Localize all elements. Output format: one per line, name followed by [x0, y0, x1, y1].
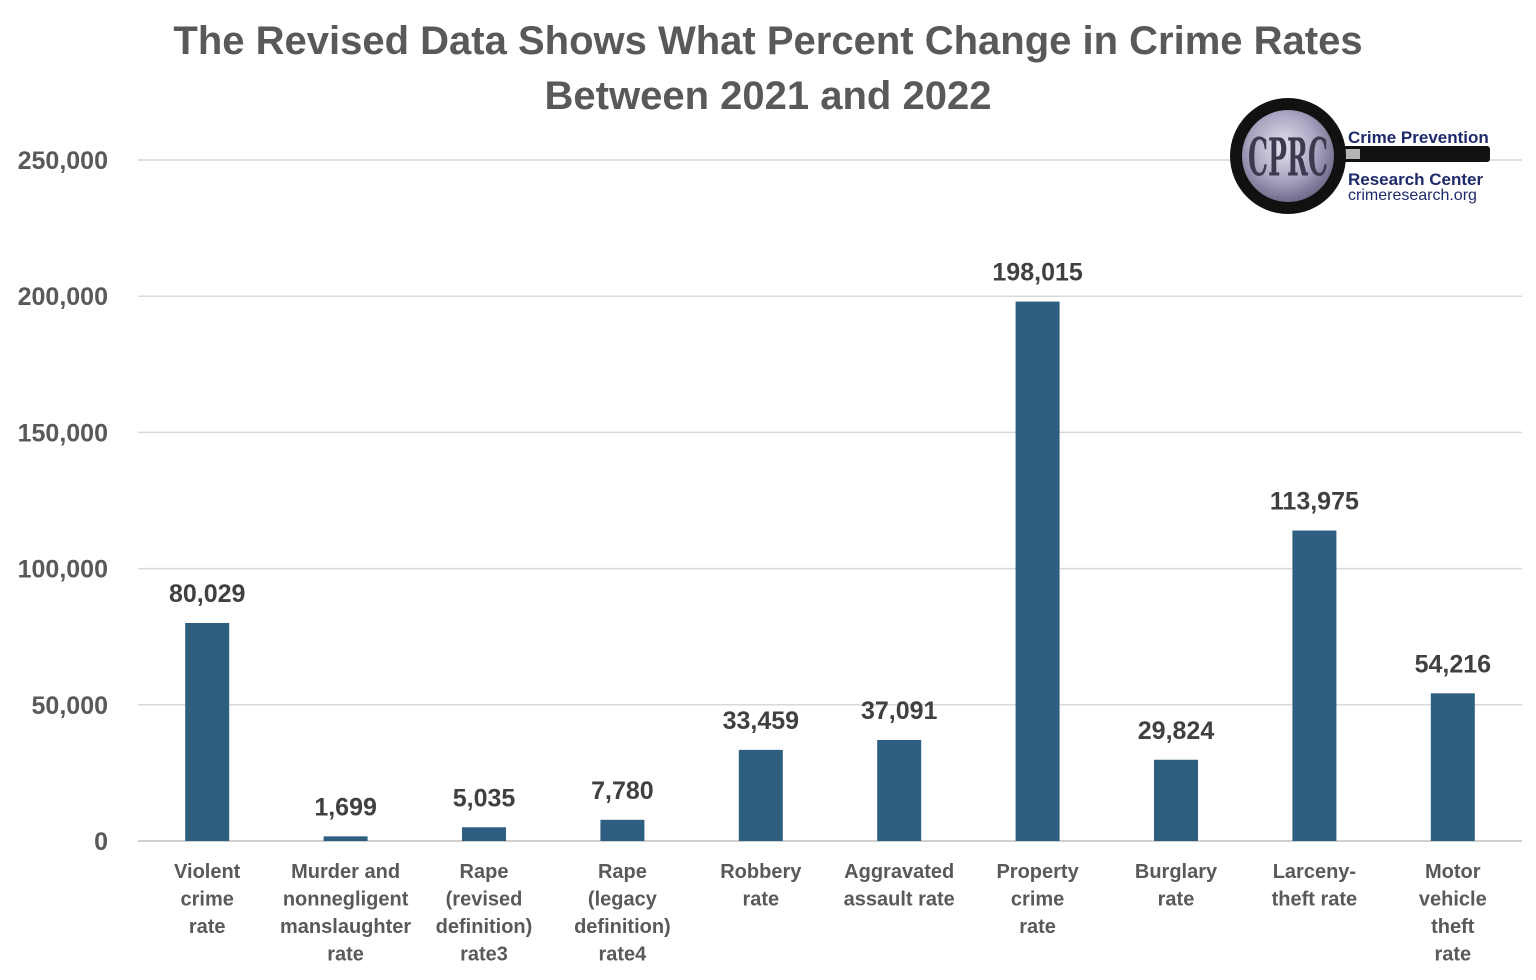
y-tick-label: 250,000: [18, 147, 108, 175]
cprc-logo: CPRC Crime Prevention Research Center cr…: [1222, 92, 1512, 222]
x-tick-label: Robbery rate: [720, 861, 802, 911]
data-label: 29,824: [1138, 717, 1215, 745]
x-tick-label: Motor vehicle theft rate: [1419, 861, 1487, 966]
data-label: 113,975: [1270, 488, 1359, 516]
bar: [1015, 301, 1060, 841]
bar: [877, 739, 922, 841]
x-tick-label: Burglary rate: [1135, 861, 1218, 911]
bar: [600, 819, 645, 841]
logo-line-2: Research Center: [1348, 170, 1484, 189]
x-tick-label: Murder and nonnegligent manslaughter rate: [280, 861, 411, 966]
bar: [1430, 693, 1475, 841]
x-tick-label: Larceny-theft rate: [1272, 861, 1358, 911]
y-tick-label: 200,000: [18, 283, 108, 311]
bar: [185, 623, 230, 841]
data-label: 7,780: [591, 777, 654, 805]
chart-title-line-2: Between 2021 and 2022: [544, 74, 992, 118]
data-label: 1,699: [314, 793, 377, 821]
logo-line-1: Crime Prevention: [1348, 128, 1489, 147]
chart-title-line-1: The Revised Data Shows What Percent Chan…: [173, 19, 1363, 63]
y-tick-label: 0: [94, 828, 108, 856]
magnifying-glass-icon: CPRC: [1230, 98, 1490, 214]
chart-title: The Revised Data Shows What Percent Chan…: [0, 14, 1536, 124]
bar: [1292, 530, 1337, 841]
x-tick-label: Property crime rate: [996, 861, 1079, 938]
data-label: 54,216: [1415, 650, 1491, 678]
x-tick-label: Rape (legacy definition) rate4: [574, 861, 671, 966]
bar: [1154, 759, 1198, 841]
data-label: 80,029: [169, 580, 245, 608]
data-label: 5,035: [453, 784, 516, 812]
x-tick-label: Aggravated assault rate: [844, 861, 955, 911]
y-axis-ticks: 0 50,000 100,000 150,000 200,000 250,000: [18, 147, 108, 856]
logo-monogram: CPRC: [1248, 126, 1328, 188]
data-label: 33,459: [723, 707, 799, 735]
bars: [185, 301, 1475, 841]
y-tick-label: 100,000: [18, 556, 108, 584]
y-tick-label: 50,000: [32, 692, 108, 720]
x-tick-label: Violent crime rate: [174, 861, 241, 938]
bar: [462, 827, 506, 841]
data-label: 198,015: [992, 259, 1082, 287]
x-axis-labels: Violent crime rate Murder and nonnegligent ma…: [174, 861, 1487, 966]
y-tick-label: 150,000: [18, 419, 108, 447]
logo-line-3: crimeresearch.org: [1348, 187, 1477, 204]
bar: [323, 836, 368, 841]
x-tick-label: Rape (revised definition) rate3: [436, 861, 533, 966]
data-labels: 80,029 1,699 5,035 7,780 33,459 37,091 198,015…: [169, 259, 1491, 822]
bar: [738, 749, 783, 841]
data-label: 37,091: [861, 697, 938, 725]
